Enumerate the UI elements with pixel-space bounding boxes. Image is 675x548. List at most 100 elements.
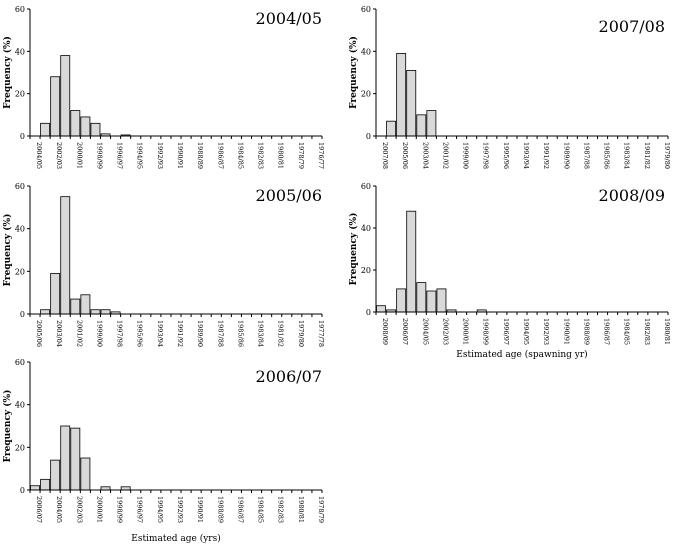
- bar-2001-02: [60, 55, 71, 137]
- x-tick-label: 1989/90: [562, 142, 570, 169]
- x-tick-label: 1997/98: [116, 320, 124, 347]
- x-tick-label: 1982/83: [643, 318, 651, 345]
- panel-title: 2008/09: [599, 186, 665, 205]
- y-tick-label: 20: [15, 443, 25, 452]
- x-tick-label: 2002/03: [75, 496, 83, 523]
- y-tick-label: 0: [20, 310, 25, 319]
- y-tick-label: 60: [15, 358, 25, 367]
- x-tick-label: 2001/02: [441, 142, 449, 169]
- x-tick-label: 2004/05: [55, 496, 63, 523]
- x-tick-label: 1978/79: [317, 496, 325, 523]
- x-axis-title: Estimated age (spawning yr): [456, 349, 587, 360]
- bar-2006-07: [30, 485, 40, 491]
- x-tick-label: 1996/97: [116, 142, 124, 169]
- y-tick-label: 40: [361, 224, 371, 233]
- x-tick-label: 1977/78: [317, 320, 325, 347]
- y-tick-label: 40: [361, 47, 371, 56]
- x-tick-label: 1992/93: [542, 318, 550, 345]
- x-tick-label: 2004/05: [35, 142, 43, 169]
- x-tick-label: 1984/85: [257, 496, 265, 523]
- bar-2003-04: [60, 425, 71, 491]
- bar-2002-03: [50, 76, 61, 137]
- x-tick-label: 1983/84: [257, 320, 265, 347]
- x-tick-label: 1990/91: [176, 142, 184, 169]
- x-tick-label: 1990/91: [562, 318, 570, 345]
- x-tick-label: 1998/99: [482, 318, 490, 345]
- bar-2005-06: [396, 53, 407, 137]
- bar-2006-07: [386, 120, 397, 137]
- x-tick-label: 1995/96: [136, 320, 144, 347]
- x-tick-label: 1987/88: [582, 142, 590, 169]
- bar-1998-99: [100, 309, 111, 315]
- x-tick-label: 1994/95: [522, 318, 530, 345]
- x-tick-label: 1993/94: [156, 320, 164, 347]
- x-tick-label: 2001/02: [75, 320, 83, 347]
- x-tick-label: 1999/00: [95, 320, 103, 347]
- x-tick-label: 1998/99: [116, 496, 124, 523]
- y-tick-label: 0: [20, 486, 25, 495]
- y-tick-label: 60: [15, 182, 25, 191]
- bar-2002-03: [436, 288, 447, 313]
- y-axis-title: Frequency (%): [348, 213, 359, 286]
- y-tick-label: 20: [15, 267, 25, 276]
- y-tick-label: 40: [15, 401, 25, 410]
- y-tick-label: 60: [361, 182, 371, 191]
- x-tick-label: 1998/99: [95, 142, 103, 169]
- x-tick-label: 1985/86: [603, 142, 611, 169]
- x-tick-label: 1976/77: [317, 142, 325, 169]
- bar-2002-03: [60, 196, 71, 315]
- x-tick-label: 2002/03: [55, 142, 63, 169]
- bar-2004-05: [416, 282, 427, 313]
- panel-title: 2005/06: [256, 186, 322, 205]
- panel-2004-05: 0 20 40 60 2004/05 2002/03 2000/01 1998/99 1996/…: [2, 5, 325, 169]
- x-tick-label: 1993/94: [522, 142, 530, 169]
- x-tick-label: 2004/05: [421, 318, 429, 345]
- x-tick-label: 1980/81: [277, 142, 285, 169]
- bar-1998-99: [90, 122, 101, 137]
- x-tick-label: 1988/89: [582, 318, 590, 345]
- x-tick-label: 1996/97: [136, 496, 144, 523]
- bar-2005-06: [406, 210, 417, 313]
- x-tick-label: 2002/03: [441, 318, 449, 345]
- x-tick-label: 1979/80: [663, 142, 671, 169]
- bar-2002-03: [70, 427, 81, 491]
- y-tick-label: 40: [15, 225, 25, 234]
- y-axis-title: Frequency (%): [2, 36, 13, 109]
- bar-2008-09: [376, 305, 386, 313]
- bar-2003-04: [40, 122, 51, 137]
- x-tick-label: 1984/85: [236, 142, 244, 169]
- y-tick-label: 20: [15, 90, 25, 99]
- x-tick-label: 2000/01: [75, 142, 83, 169]
- x-tick-label: 1988/89: [216, 496, 224, 523]
- x-tick-label: 1981/82: [277, 320, 285, 347]
- bar-2004-05: [40, 309, 51, 315]
- x-tick-label: 2005/06: [35, 320, 43, 347]
- x-tick-label: 2003/04: [421, 142, 429, 169]
- panel-2005-06: 0 20 40 60 2005/06 2003/04 2001/02 1999/00 1997/…: [2, 182, 325, 347]
- x-tick-label: 2003/04: [55, 320, 63, 347]
- y-axis-title: Frequency (%): [348, 36, 359, 109]
- x-tick-label: 1982/83: [257, 142, 265, 169]
- bar-2005-06: [40, 478, 51, 491]
- x-tick-label: 1990/91: [196, 496, 204, 523]
- x-tick-label: 2006/07: [35, 496, 43, 523]
- x-tick-label: 1991/92: [176, 320, 184, 347]
- x-tick-label: 1986/87: [216, 142, 224, 169]
- panel-2006-07: 0 20 40 60 2006/07 2004/05 2002/03 2000/01 1998/…: [2, 358, 325, 544]
- panel-2007-08: 0 20 40 60 2007/08 2005/06 2003/04 2001/02 1999/…: [348, 5, 671, 169]
- bar-2001-02: [80, 457, 91, 491]
- x-tick-label: 1984/85: [623, 318, 631, 345]
- x-tick-label: 2000/01: [95, 496, 103, 523]
- x-tick-label: 1983/84: [623, 142, 631, 169]
- x-tick-label: 2008/09: [381, 318, 389, 345]
- y-tick-label: 60: [361, 5, 371, 14]
- panel-title: 2006/07: [256, 367, 322, 386]
- y-tick-label: 20: [361, 266, 371, 275]
- bar-1999-00: [80, 116, 91, 137]
- x-tick-label: 1980/81: [297, 496, 305, 523]
- bar-2004-05: [406, 69, 417, 137]
- y-tick-label: 20: [361, 90, 371, 99]
- x-tick-label: 1994/95: [156, 496, 164, 523]
- x-tick-label: 2000/01: [462, 318, 470, 345]
